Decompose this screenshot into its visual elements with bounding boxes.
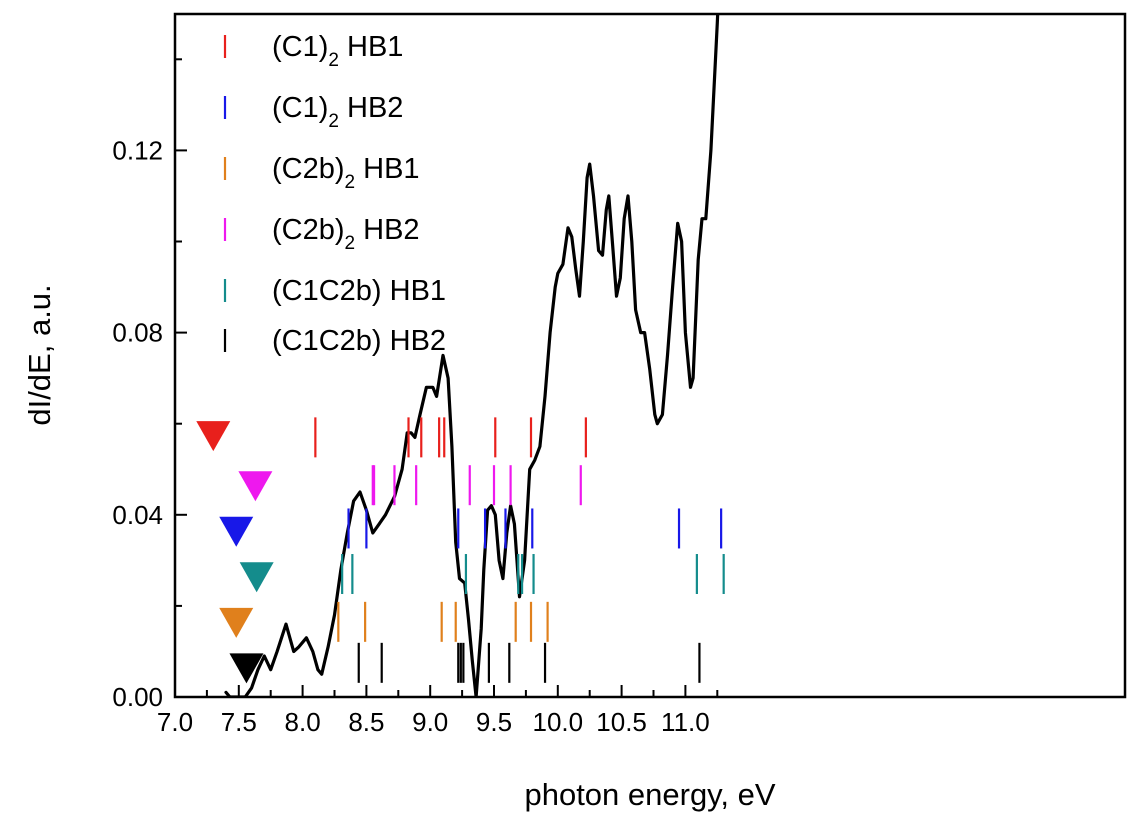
- series-0-marker: [196, 421, 231, 452]
- spectrum-line: [224, 14, 720, 697]
- spectrum-layer: [224, 14, 720, 697]
- series-markers-layer: [196, 421, 274, 684]
- series-5-marker: [229, 653, 264, 684]
- y-tick-label-1: 0.04: [112, 500, 163, 530]
- x-tick-label-0: 7.0: [157, 707, 193, 737]
- x-tick-label-6: 10.0: [532, 707, 583, 737]
- series-4-marker: [239, 562, 274, 593]
- x-tick-label-8: 11.0: [661, 707, 710, 737]
- x-tick-label-1: 7.5: [221, 707, 257, 737]
- axes-layer: 7.0 7.5 8.0 8.5 9.0 9.5 10.0 10.5 11.0 0.00 0.04 0.…: [112, 58, 719, 737]
- x-tick-label-3: 8.5: [348, 707, 384, 737]
- series-3-marker: [238, 471, 273, 502]
- legend-label-5: (C1C2b) HB2: [272, 325, 446, 357]
- y-tick-label-3: 0.12: [112, 135, 163, 165]
- x-tick-label-7: 10.5: [596, 707, 647, 737]
- legend-label-3: (C2b)2 HB2: [272, 214, 420, 254]
- x-axis-title: photon energy, eV: [524, 777, 775, 812]
- y-tick-label-2: 0.08: [112, 318, 163, 348]
- series-2-marker: [219, 607, 254, 638]
- y-axis-title: dI/dE, a.u.: [22, 284, 57, 425]
- x-tick-label-2: 8.0: [285, 707, 321, 737]
- legend-label-0: (C1)2 HB1: [272, 31, 403, 71]
- legend-label-4: (C1C2b) HB1: [272, 275, 446, 307]
- series-ticks-layer: [314, 417, 725, 683]
- plot-frame: [173, 12, 1127, 699]
- legend-label-2: (C2b)2 HB1: [272, 153, 420, 193]
- legend: (C1)2 HB1 (C1)2 HB2 (C2b)2 HB1 (C2b)2 HB2 (C…: [223, 31, 446, 357]
- x-tick-label-4: 9.0: [412, 707, 448, 737]
- x-tick-label-5: 9.5: [476, 707, 512, 737]
- series-1-marker: [219, 516, 254, 547]
- y-tick-label-0: 0.00: [112, 682, 163, 712]
- legend-label-1: (C1)2 HB2: [272, 92, 403, 132]
